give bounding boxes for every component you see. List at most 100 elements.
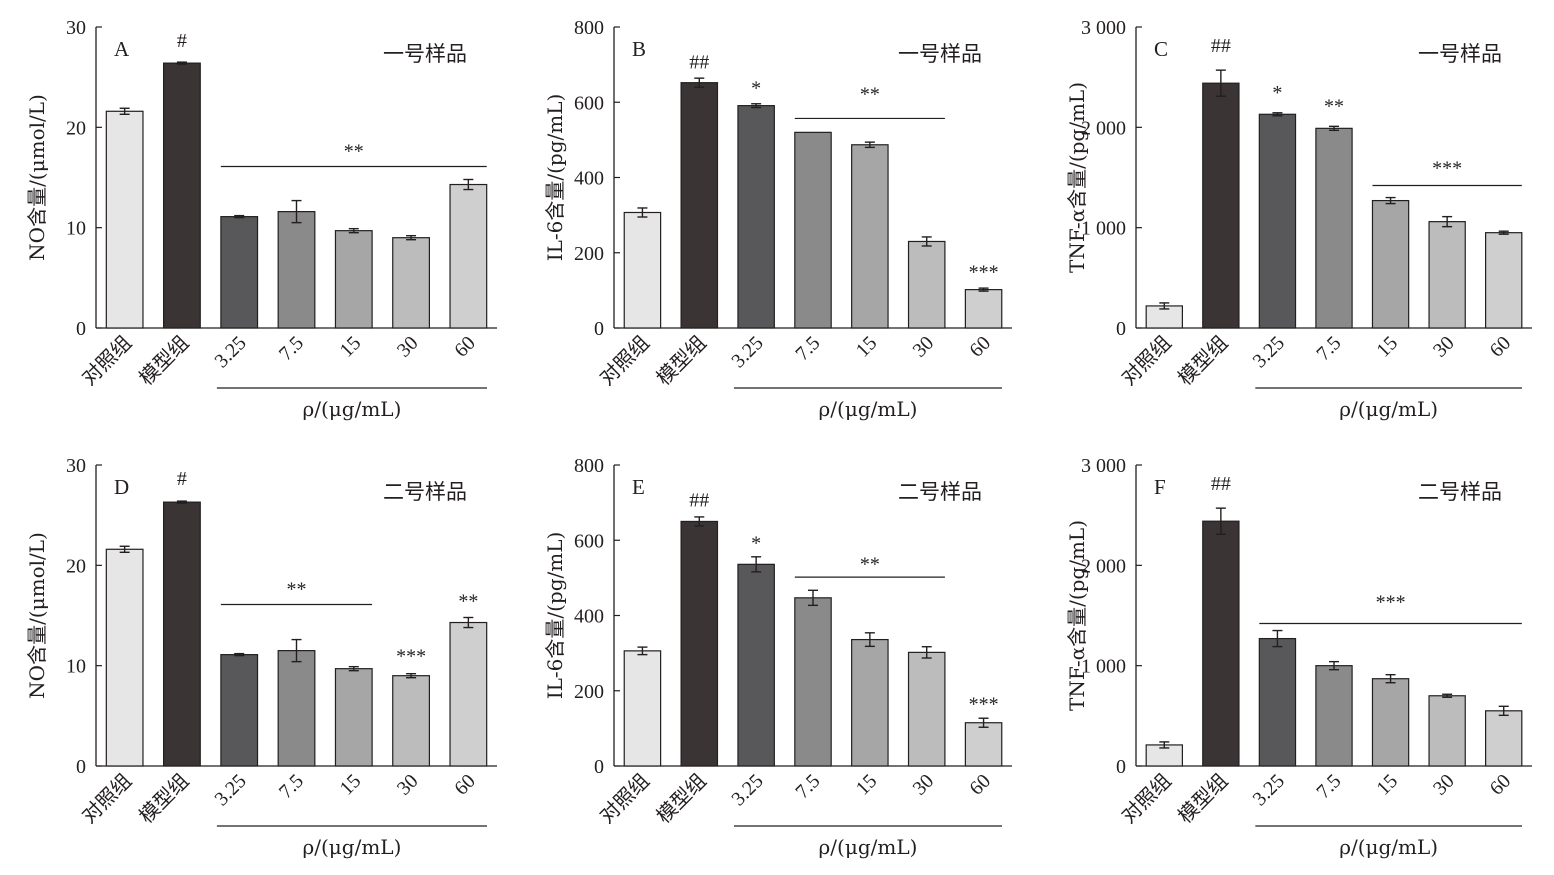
bar (277, 650, 316, 767)
x-tick-label: 15 (336, 770, 366, 800)
bar (105, 110, 144, 329)
bar (907, 651, 946, 767)
y-tick-label: 0 (1116, 756, 1126, 778)
bar (105, 548, 144, 767)
significance-mark: *** (969, 694, 999, 716)
x-tick-label: 30 (1429, 332, 1459, 362)
y-tick-label: 10 (66, 656, 86, 678)
y-tick-label: 0 (594, 318, 604, 340)
bar (794, 597, 832, 767)
significance-mark: *** (1432, 157, 1462, 179)
y-tick-label: 20 (66, 117, 86, 139)
significance-mark: *** (969, 261, 999, 283)
y-tick-label: 400 (574, 168, 604, 190)
bar (1485, 710, 1523, 767)
x-tick-label: 60 (1486, 332, 1516, 362)
x-tick-label: 3.25 (1249, 332, 1289, 372)
y-tick-label: 800 (574, 455, 604, 477)
x-tick-label: 30 (909, 770, 939, 800)
x-tick-label: 30 (1429, 770, 1459, 800)
x-tick-label: 3.25 (1249, 770, 1289, 810)
x-tick-label: 15 (1372, 770, 1402, 800)
bar (449, 183, 488, 329)
bar (851, 638, 889, 767)
bar (162, 62, 201, 329)
bar (392, 675, 431, 767)
y-tick-label: 2 000 (1081, 555, 1126, 577)
panel-letter: A (114, 37, 130, 61)
y-tick-label: 10 (66, 218, 86, 240)
significance-mark: ** (344, 140, 364, 162)
x-tick-label: 15 (1372, 332, 1402, 362)
x-tick-label: 对照组 (77, 769, 136, 828)
x-tick-label: 30 (393, 770, 423, 800)
sample-label: 一号样品 (1418, 42, 1502, 66)
significance-mark: * (1272, 82, 1282, 104)
bar (1371, 678, 1410, 767)
bar (680, 520, 719, 767)
y-tick-label: 30 (66, 455, 86, 477)
bar (277, 211, 316, 329)
x-tick-label: 7.5 (791, 770, 824, 803)
x-tick-label: 模型组 (135, 331, 194, 390)
significance-mark: ** (860, 83, 880, 105)
significance-mark: ** (1324, 95, 1344, 117)
bar (623, 650, 662, 767)
x-tick-label: 60 (965, 332, 995, 362)
y-tick-label: 3 000 (1081, 455, 1126, 477)
bar (907, 240, 946, 329)
y-tick-label: 0 (76, 756, 86, 778)
bar (964, 722, 1003, 767)
bar (220, 216, 259, 329)
bar (1202, 82, 1240, 329)
significance-mark: * (751, 78, 761, 100)
bar (794, 131, 832, 329)
x-tick-label: 对照组 (595, 331, 654, 390)
significance-mark: ** (287, 578, 307, 600)
bar (392, 237, 431, 329)
y-axis-title: NO含量/(μmol/L) (25, 94, 49, 261)
significance-mark: # (177, 30, 187, 52)
significance-mark: * (751, 533, 761, 555)
x-tick-label: 对照组 (1117, 331, 1176, 390)
y-axis-title: IL-6含量/(pg/mL) (543, 94, 567, 262)
y-tick-label: 800 (574, 17, 604, 39)
x-tick-label: 7.5 (1312, 332, 1345, 365)
x-tick-label: 对照组 (595, 769, 654, 828)
bar (737, 105, 775, 329)
x-tick-label: 15 (852, 770, 882, 800)
x-tick-label: 60 (965, 770, 995, 800)
sample-label: 一号样品 (898, 42, 982, 66)
panel-letter: F (1154, 475, 1166, 499)
bar (334, 230, 373, 329)
x-tick-label: 60 (1486, 770, 1516, 800)
x-tick-label: 3.25 (727, 770, 767, 810)
x-axis-title: ρ/(μg/mL) (1339, 397, 1438, 421)
sample-label: 二号样品 (383, 480, 467, 504)
bar (162, 501, 201, 767)
x-tick-label: 7.5 (1312, 770, 1345, 803)
bar (1428, 695, 1466, 767)
x-tick-label: 7.5 (791, 332, 824, 365)
significance-mark: ** (458, 590, 478, 612)
x-tick-label: 15 (336, 332, 366, 362)
y-tick-label: 30 (66, 17, 86, 39)
y-axis-title: TNF-α含量/(pg/mL) (1065, 520, 1089, 711)
x-tick-label: 30 (909, 332, 939, 362)
bar (1258, 637, 1297, 767)
bar (334, 668, 373, 767)
x-tick-label: 模型组 (1174, 331, 1233, 390)
sample-label: 二号样品 (898, 480, 982, 504)
x-axis-title: ρ/(μg/mL) (819, 835, 918, 859)
x-tick-label: 30 (393, 332, 423, 362)
bar (623, 211, 662, 329)
y-tick-label: 200 (574, 681, 604, 703)
y-tick-label: 0 (1116, 318, 1126, 340)
y-axis-title: IL-6含量/(pg/mL) (543, 532, 567, 700)
significance-mark: ## (1211, 35, 1231, 57)
panel-letter: B (632, 37, 646, 61)
